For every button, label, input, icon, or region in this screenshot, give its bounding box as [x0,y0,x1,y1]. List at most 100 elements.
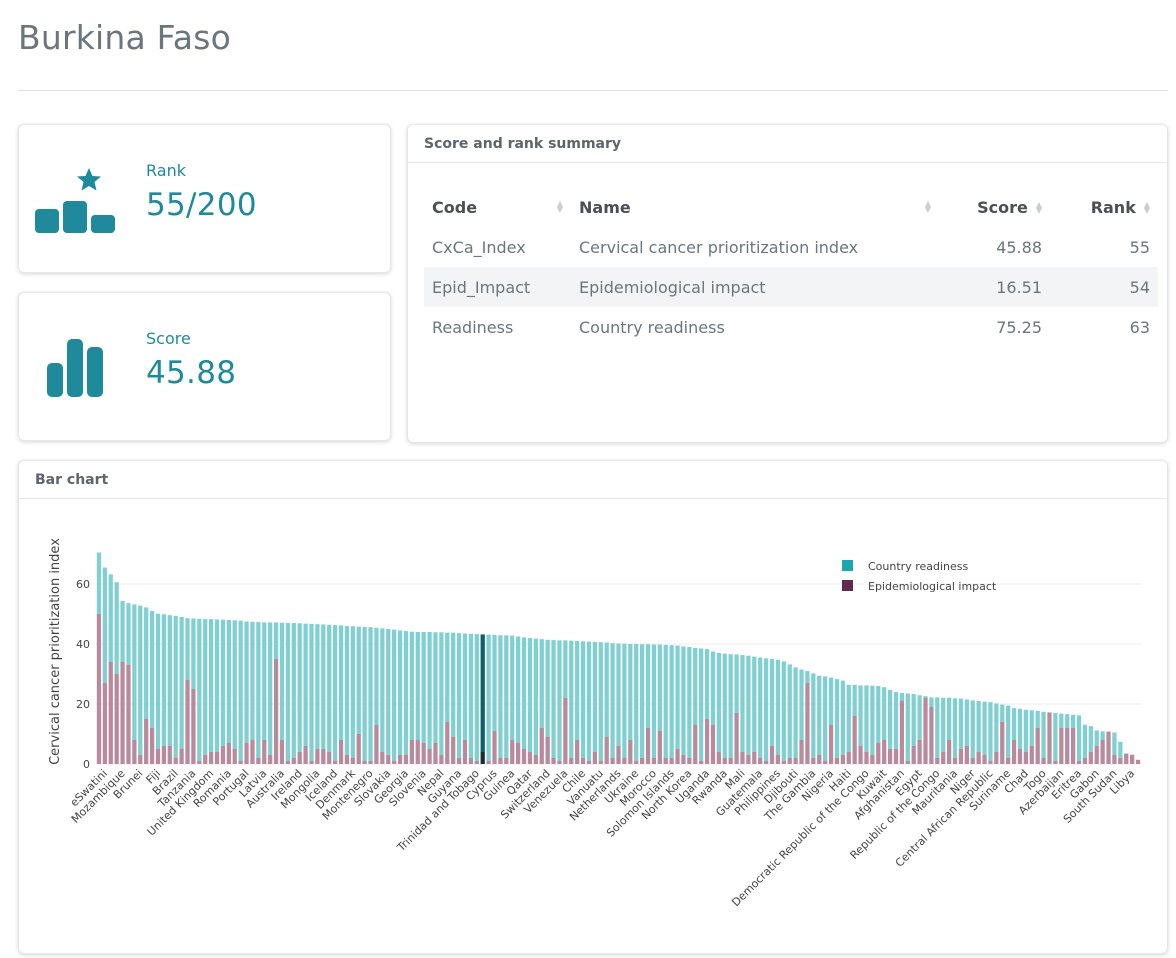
bar-readiness [575,641,580,740]
bar-readiness [421,632,426,743]
bar-impact [982,755,987,764]
bar-impact [244,743,249,764]
bar-readiness [533,638,538,755]
bar-impact [586,761,592,764]
bar-readiness [149,611,155,728]
bar-impact [197,761,202,764]
bar-impact [545,737,550,764]
table-row[interactable]: Epid_Impact Epidemiological impact 16.51… [424,267,1158,307]
bar-impact [657,731,662,764]
bar-impact [392,761,397,764]
bar-readiness [480,634,485,752]
bar-impact [504,758,509,764]
bar-readiness [722,653,727,758]
bar-readiness [327,624,332,752]
bar-readiness [828,677,834,725]
bar-impact [533,755,538,764]
bar-readiness [539,639,544,728]
bar-readiness [1006,705,1011,758]
bar-impact [161,746,167,764]
bar-readiness [728,654,733,758]
bar-readiness [704,649,710,719]
bar-impact [138,755,143,764]
bar-readiness [1082,724,1088,758]
bar-readiness [858,685,863,746]
rank-value-box: Rank 55/200 [18,124,391,273]
bar-readiness [1011,708,1017,740]
bar-impact [510,740,515,764]
bar-readiness [462,633,468,740]
column-header-rank[interactable]: Rank ▲ ▼ [1050,187,1158,227]
title-divider [18,90,1168,91]
bar-impact [102,683,107,764]
bar-readiness [415,632,420,740]
bar-readiness [126,603,131,665]
bar-readiness [356,626,361,734]
bar-readiness [551,640,556,758]
bar-impact [539,728,544,764]
bar-impact [775,755,781,764]
bar-impact [386,755,391,764]
column-header-code[interactable]: Code ▲ ▼ [424,187,571,227]
bar-impact [811,758,816,764]
bar-readiness [1118,741,1123,758]
bar-readiness [1029,710,1034,746]
bar-impact [492,731,497,764]
bar-readiness [262,622,267,740]
bar-impact [303,746,308,764]
bar-readiness [1065,714,1070,728]
bar-impact [332,761,338,764]
bar-readiness [834,679,840,758]
bar-impact [563,698,568,764]
bar-impact [1041,758,1046,764]
bar-impact [1047,712,1052,764]
bar-impact [344,755,350,764]
bar-impact [687,758,692,764]
column-header-label: Name [579,197,631,217]
y-axis-title: Cervical cancer prioritization index [48,538,63,765]
bar-impact [935,758,940,764]
bar-impact [952,758,958,764]
bar-readiness [144,607,149,719]
bar-readiness [781,661,786,761]
rank-label: Rank [146,161,186,180]
bar-impact [250,740,255,764]
bar-impact [456,758,462,764]
bar-readiness [840,680,845,755]
bar-impact [356,734,361,764]
column-header-score[interactable]: Score ▲ ▼ [939,187,1050,227]
bar-readiness [1076,715,1082,761]
bar-impact [262,740,267,764]
table-row[interactable]: CxCa_Index Cervical cancer prioritizatio… [424,227,1158,267]
bar-impact [1035,728,1040,764]
bar-impact [923,698,928,764]
bar-impact [858,746,863,764]
bar-readiness [303,623,308,746]
bar-impact [639,758,645,764]
bar-readiness [870,685,875,755]
bar-readiness [297,623,302,752]
page-title: Burkina Faso [18,18,231,57]
bar-readiness [746,655,751,755]
bar-impact [149,728,155,764]
cell-code: Epid_Impact [424,267,571,307]
stacked-bar-chart[interactable]: 0 20 40 60 Cervical cancer prioritization in… [19,499,1167,953]
column-header-name[interactable]: Name ▲ ▼ [571,187,939,227]
bar-readiness [935,697,940,758]
bar-impact [899,701,905,764]
y-tick-label: 60 [76,578,90,591]
cell-rank: 55 [1129,237,1150,257]
bar-impact [238,761,243,764]
bar-readiness [545,639,550,737]
bar-readiness [403,631,409,755]
bar-readiness [982,701,987,755]
bar-impact [763,761,769,764]
bar-readiness [468,633,474,758]
bar-impact [728,758,733,764]
bar-readiness [852,684,857,716]
bar-impact [905,761,910,764]
bar-impact [155,749,161,764]
table-row[interactable]: Readiness Country readiness 75.25 63 [424,307,1158,347]
podium-icon [35,168,115,233]
bar-impact [781,761,786,764]
